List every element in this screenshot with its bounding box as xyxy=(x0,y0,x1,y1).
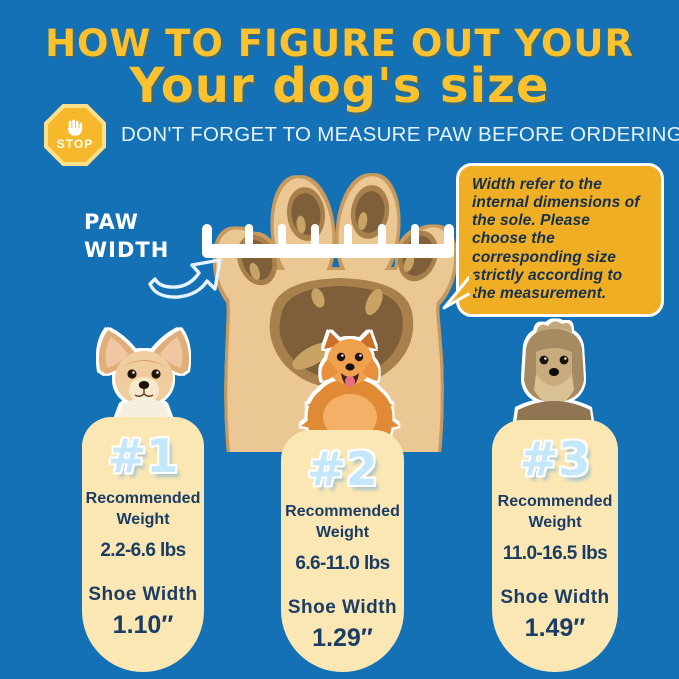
shoe-width-label: Shoe Width xyxy=(287,596,398,618)
page-title-line2: Your dog's size xyxy=(129,58,550,114)
size-card-2: #2 Recommended Weight 6.6-11.0 lbs Shoe … xyxy=(281,430,404,672)
size-card-1: #1 Recommended Weight 2.2-6.6 lbs Shoe W… xyxy=(82,417,204,672)
recommended-label: Recommended xyxy=(497,493,613,511)
stop-sign-icon: STOP xyxy=(44,104,106,166)
stop-label: STOP xyxy=(56,137,94,151)
shoe-width-label: Shoe Width xyxy=(500,586,610,608)
shoe-width-value: 1.10″ xyxy=(112,610,174,639)
sizing-note-bubble: Width refer to the internal dimensions o… xyxy=(442,163,664,317)
paw-width-label: PAW WIDTH xyxy=(84,210,170,263)
yorkshire-terrier-photo xyxy=(516,321,592,424)
size-card-3: #3 Recommended Weight 11.0-16.5 lbs Shoe… xyxy=(492,420,618,672)
size-number: #3 xyxy=(519,432,591,486)
bubble-tail xyxy=(442,272,475,310)
curved-arrow-icon xyxy=(148,258,222,299)
recommended-label: Recommended xyxy=(285,503,400,521)
weight-range: 11.0-16.5 lbs xyxy=(502,542,608,564)
weight-range: 2.2-6.6 lbs xyxy=(100,539,186,561)
shoe-width-value: 1.29″ xyxy=(312,623,373,652)
measure-warning-text: DON'T FORGET TO MEASURE PAW BEFORE ORDER… xyxy=(121,123,679,146)
ruler-icon xyxy=(202,224,454,258)
weight-range: 6.6-11.0 lbs xyxy=(295,552,390,574)
sizing-note-text: Width refer to the internal dimensions o… xyxy=(472,176,640,302)
warning-row: STOP DON'T FORGET TO MEASURE PAW BEFORE … xyxy=(44,102,679,168)
recommended-label: Recommended xyxy=(85,490,201,508)
page-title-line1: HOW TO FIGURE OUT YOUR xyxy=(45,22,634,65)
size-number: #2 xyxy=(307,442,378,496)
shoe-width-label: Shoe Width xyxy=(88,583,198,605)
weight-label: Weight xyxy=(315,524,370,542)
size-number: #1 xyxy=(107,429,179,483)
weight-label: Weight xyxy=(116,511,170,529)
chihuahua-photo xyxy=(99,330,189,422)
hand-stop-icon xyxy=(67,119,83,136)
weight-label: Weight xyxy=(528,514,582,532)
pomeranian-photo xyxy=(301,332,399,436)
shoe-width-value: 1.49″ xyxy=(524,613,586,642)
